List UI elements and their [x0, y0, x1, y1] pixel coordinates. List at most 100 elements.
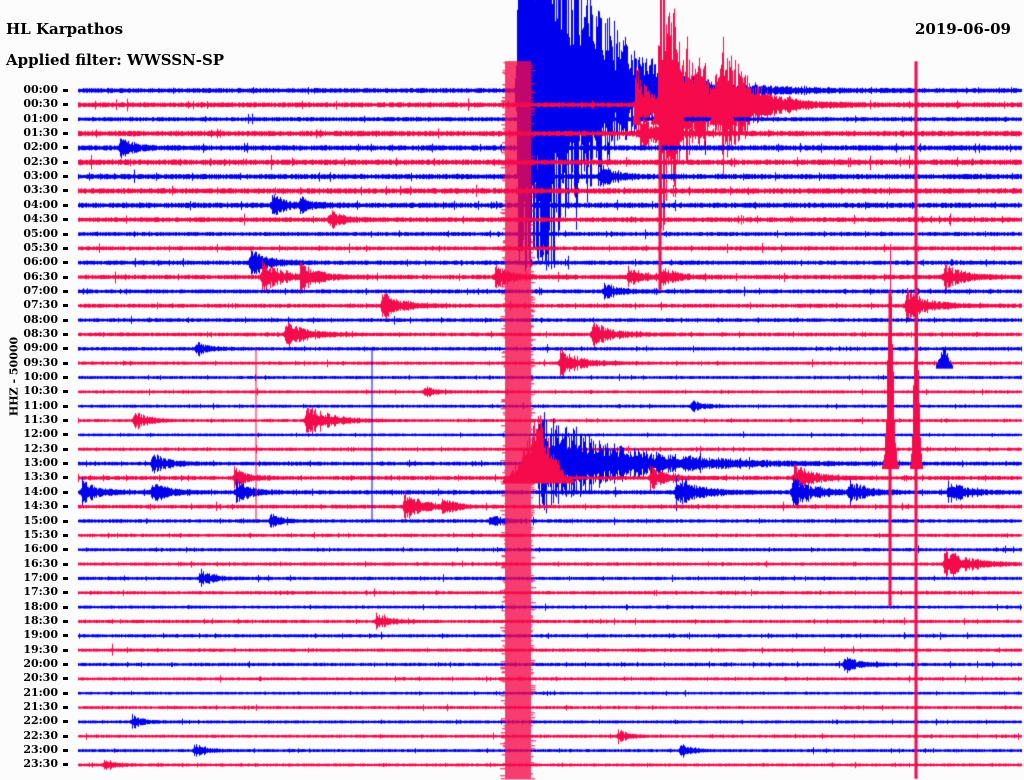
time-tick-mark [63, 490, 68, 494]
plot-header: HL Karpathos Applied filter: WWSSN-SP 20… [0, 0, 1024, 82]
time-tick-mark [63, 246, 68, 250]
time-tick-mark [63, 132, 68, 136]
time-tick-label: 08:30 [23, 326, 58, 340]
time-tick-mark [63, 376, 68, 379]
time-tick-label: 15:00 [23, 513, 58, 527]
time-tick-label: 01:30 [23, 126, 58, 140]
time-tick-mark [63, 677, 68, 681]
time-tick-label: 09:00 [23, 341, 58, 355]
time-tick-label: 04:30 [23, 212, 58, 226]
time-tick-label: 01:00 [23, 111, 58, 125]
time-tick-mark [63, 605, 68, 609]
time-tick-label: 20:00 [23, 657, 58, 670]
time-tick-mark [63, 447, 68, 451]
time-tick-mark [63, 576, 68, 580]
time-tick-label: 21:00 [23, 685, 58, 699]
applied-filter-label: Applied filter: WWSSN-SP [6, 51, 225, 69]
time-tick-label: 10:30 [23, 384, 58, 398]
time-tick-mark [63, 203, 68, 207]
time-tick-label: 21:30 [23, 700, 58, 714]
time-tick-mark [63, 476, 68, 480]
time-tick-mark [63, 361, 68, 365]
time-tick-mark [63, 146, 68, 150]
time-tick-label: 16:30 [23, 556, 58, 570]
time-tick-label: 05:00 [23, 226, 58, 240]
time-tick-label: 10:00 [23, 370, 58, 383]
time-tick-mark [63, 562, 68, 566]
time-tick-label: 06:30 [23, 269, 58, 283]
time-tick-mark [63, 304, 68, 308]
time-tick-mark [63, 720, 68, 724]
time-tick-mark [63, 275, 68, 279]
time-tick-mark [63, 419, 68, 423]
time-tick-label: 17:00 [23, 570, 58, 584]
time-tick-label: 20:30 [23, 671, 58, 685]
time-tick-mark [63, 591, 68, 595]
time-tick-mark [63, 103, 68, 107]
time-tick-label: 11:00 [23, 398, 58, 412]
time-tick-mark [63, 261, 68, 265]
station-title: HL Karpathos [6, 20, 124, 38]
time-tick-mark [63, 734, 68, 738]
time-tick-label: 15:30 [23, 527, 58, 541]
time-tick-mark [63, 519, 68, 523]
time-tick-mark [63, 89, 68, 92]
time-tick-label: 14:30 [23, 499, 58, 513]
time-tick-label: 16:00 [23, 542, 58, 556]
time-tick-mark [63, 318, 68, 322]
axis-title-channel-scale: HHZ - 50000 [7, 336, 21, 417]
time-tick-mark [63, 232, 68, 236]
time-tick-mark [63, 390, 68, 394]
time-tick-label: 08:00 [23, 312, 58, 326]
time-tick-label: 23:00 [23, 743, 58, 757]
time-tick-label: 17:30 [23, 585, 58, 599]
time-tick-label: 19:00 [23, 628, 58, 642]
time-tick-label: 03:00 [23, 169, 58, 183]
time-tick-mark [63, 663, 68, 666]
time-tick-label: 00:00 [23, 83, 58, 96]
time-tick-mark [63, 404, 68, 408]
time-tick-mark [63, 433, 68, 437]
time-tick-mark [63, 462, 68, 466]
time-tick-label: 19:30 [23, 642, 58, 656]
time-tick-label: 23:30 [23, 757, 58, 771]
time-tick-label: 18:00 [23, 599, 58, 613]
time-tick-mark [63, 160, 68, 164]
time-tick-label: 14:00 [23, 484, 58, 498]
time-tick-mark [63, 691, 68, 695]
time-tick-mark [63, 749, 68, 753]
time-tick-label: 12:30 [23, 441, 58, 455]
time-tick-label: 02:00 [23, 140, 58, 154]
time-tick-mark [63, 634, 68, 638]
time-tick-label: 05:30 [23, 240, 58, 254]
time-tick-label: 09:30 [23, 355, 58, 369]
time-tick-mark [63, 763, 68, 767]
time-tick-label: 07:00 [23, 283, 58, 297]
time-tick-label: 04:00 [23, 197, 58, 211]
time-tick-label: 12:00 [23, 427, 58, 441]
time-tick-mark [63, 175, 68, 179]
time-tick-mark [63, 347, 68, 351]
date-label: 2019-06-09 [915, 20, 1011, 38]
time-tick-label: 11:30 [23, 413, 58, 427]
time-tick-label: 13:30 [23, 470, 58, 484]
time-tick-mark [63, 619, 68, 623]
time-tick-mark [63, 548, 68, 552]
time-tick-label: 06:00 [23, 255, 58, 269]
time-tick-mark [63, 332, 68, 336]
time-tick-label: 07:30 [23, 298, 58, 312]
time-axis: HHZ - 50000 00:00 00:30 01:00 01:30 02:00 02:… [0, 0, 78, 780]
time-tick-label: 18:30 [23, 613, 58, 627]
time-tick-label: 02:30 [23, 154, 58, 168]
time-tick-mark [63, 189, 68, 193]
time-tick-mark [63, 648, 68, 652]
time-tick-mark [63, 218, 68, 222]
time-tick-label: 22:30 [23, 728, 58, 742]
time-tick-mark [63, 706, 68, 710]
time-tick-label: 00:30 [23, 97, 58, 111]
time-tick-label: 22:00 [23, 714, 58, 728]
time-tick-mark [63, 117, 68, 121]
